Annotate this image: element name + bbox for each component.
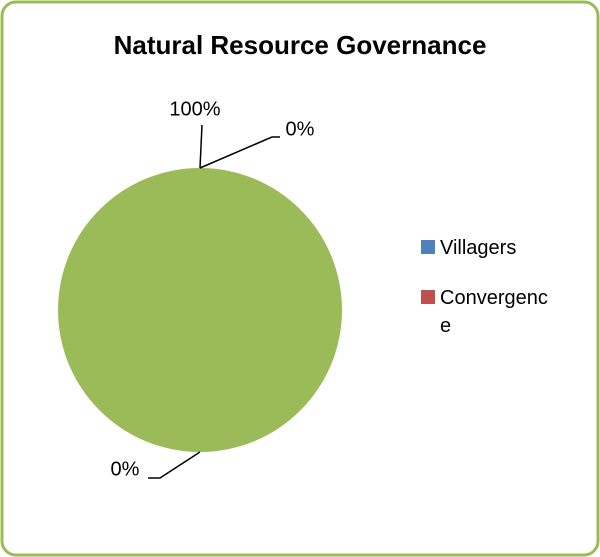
data-label: 0% [286, 118, 315, 140]
leader-line [199, 124, 203, 169]
data-label: 100% [169, 98, 220, 120]
legend-entry: Villagers [421, 234, 561, 262]
leader-line [199, 136, 280, 169]
data-label: 0% [111, 458, 140, 480]
legend-swatch [421, 240, 435, 254]
chart-title: Natural Resource Governance [114, 30, 487, 60]
pie-slice [58, 168, 342, 452]
legend-entry: Convergence [421, 284, 561, 340]
legend: Villagers Convergence [421, 234, 561, 362]
legend-label: Convergence [440, 287, 548, 337]
leader-line [148, 451, 201, 479]
legend-label: Villagers [440, 237, 517, 259]
legend-swatch [421, 290, 435, 304]
